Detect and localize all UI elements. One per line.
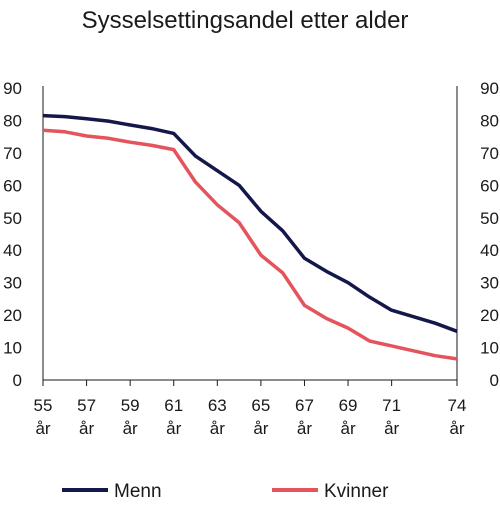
legend-label-kvinner: Kvinner [324,481,389,502]
y-tick-label-right: 0 [490,371,499,390]
y-axis-right: 0 10 20 30 40 50 60 70 80 90 [480,79,499,390]
x-tick-label: 57 [77,396,96,415]
y-tick-label-left: 40 [3,241,22,260]
x-tick-label: 74 [448,396,467,415]
y-tick-label-left: 10 [3,339,22,358]
y-axis-left: 0 10 20 30 40 50 60 70 80 90 [3,79,22,390]
y-tick-label-right: 60 [480,176,499,195]
x-tick-unit: år [123,419,138,438]
y-tick-label-left: 0 [13,371,22,390]
y-tick-label-right: 80 [480,111,499,130]
x-tick-label: 55 [34,396,53,415]
series-lines [42,113,458,361]
x-tick-unit: år [340,419,355,438]
x-tick-unit: år [297,419,312,438]
x-tick-label: 69 [339,396,358,415]
x-tick-unit: år [79,419,94,438]
legend-label-menn: Menn [114,481,162,502]
y-tick-label-left: 20 [3,306,22,325]
x-tick-label: 71 [382,396,401,415]
y-tick-label-right: 50 [480,209,499,228]
x-axis: 55 år 57 år 59 år 61 år 63 år 65 år 67 år 69 år 71 år 74 år [34,380,467,438]
series-line-menn [42,113,458,333]
y-tick-label-left: 30 [3,274,22,293]
x-tick-label: 63 [208,396,227,415]
y-tick-label-left: 50 [3,209,22,228]
y-tick-label-right: 90 [480,79,499,98]
y-tick-label-right: 10 [480,339,499,358]
x-tick-label: 61 [164,396,183,415]
x-tick-unit: år [35,419,50,438]
x-tick-label: 59 [121,396,140,415]
y-tick-label-left: 70 [3,144,22,163]
y-tick-label-right: 40 [480,241,499,260]
x-tick-unit: år [210,419,225,438]
series-line-kvinner [42,128,458,361]
x-tick-unit: år [166,419,181,438]
y-tick-label-left: 90 [3,79,22,98]
y-tick-label-right: 30 [480,274,499,293]
y-tick-label-right: 70 [480,144,499,163]
axes [42,86,458,381]
x-tick-unit: år [449,419,464,438]
x-tick-label: 65 [251,396,270,415]
y-tick-label-left: 80 [3,111,22,130]
y-tick-label-left: 60 [3,176,22,195]
y-tick-label-right: 20 [480,306,499,325]
x-tick-unit: år [384,419,399,438]
chart-title: Sysselsettingsandel etter alder [82,7,409,34]
x-tick-label: 67 [295,396,314,415]
x-tick-unit: år [253,419,268,438]
legend: Menn Kvinner [62,481,389,502]
